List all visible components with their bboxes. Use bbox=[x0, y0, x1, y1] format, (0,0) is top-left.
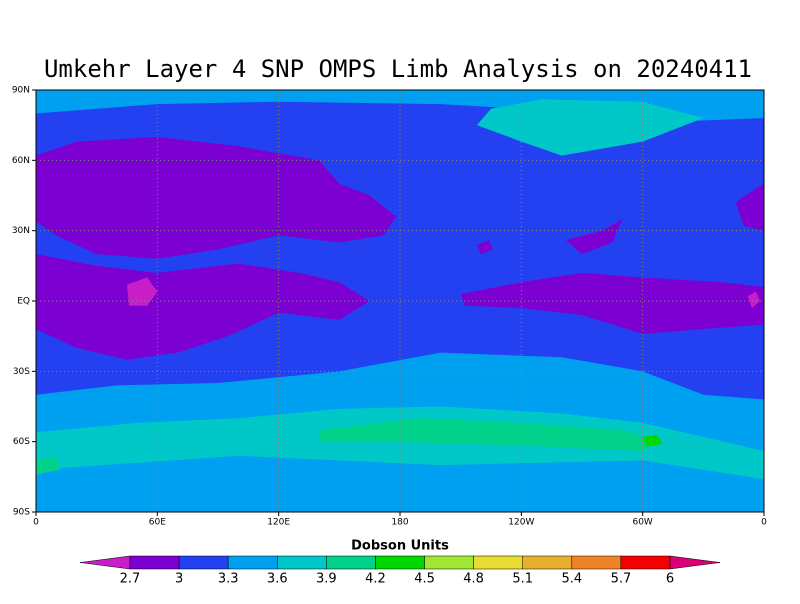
colorbar-high bbox=[669, 555, 721, 570]
colorbar-tick-label: 3.3 bbox=[218, 572, 239, 587]
contour-region bbox=[460, 272, 764, 334]
colorbar-tick-label: 6 bbox=[666, 572, 674, 587]
contour-region bbox=[476, 240, 494, 255]
contour-region bbox=[36, 455, 61, 475]
lat-tick-label: 30N bbox=[12, 226, 30, 236]
map-title: Umkehr Layer 4 SNP OMPS Limb Analysis on… bbox=[44, 55, 752, 83]
contour-region bbox=[476, 99, 704, 156]
contour-region bbox=[747, 291, 760, 309]
contour-region bbox=[642, 434, 663, 447]
contour-region bbox=[319, 418, 663, 452]
colorbar-box bbox=[571, 555, 622, 570]
lat-tick-label: 60S bbox=[13, 437, 30, 447]
colorbar-tick-label: 5.1 bbox=[512, 572, 533, 587]
colorbar-box bbox=[277, 555, 327, 570]
colorbar-tick-label: 3.6 bbox=[267, 572, 288, 587]
colorbar-box bbox=[178, 555, 229, 570]
lat-tick-label: 30S bbox=[13, 367, 30, 377]
colorbar-box bbox=[326, 555, 376, 570]
lat-tick-label: 60N bbox=[12, 156, 30, 166]
colorbar-box bbox=[522, 555, 573, 570]
lon-tick-label: 120W bbox=[508, 518, 534, 528]
contour-region bbox=[127, 277, 158, 306]
lon-tick-label: 180 bbox=[391, 518, 408, 528]
colorbar-tick-label: 3 bbox=[175, 572, 183, 587]
colorbar-tick-label: 5.7 bbox=[611, 572, 632, 587]
colorbar-box bbox=[620, 555, 671, 570]
colorbar-label: Dobson Units bbox=[351, 539, 449, 554]
lon-tick-label: 120E bbox=[267, 518, 290, 528]
colorbar-tick-label: 5.4 bbox=[561, 572, 582, 587]
contour-region bbox=[565, 218, 623, 255]
lat-tick-label: EQ bbox=[17, 297, 30, 307]
lat-tick-label: 90N bbox=[12, 86, 30, 96]
colorbar-box bbox=[375, 555, 425, 570]
colorbar-box bbox=[424, 555, 474, 570]
lon-tick-label: 0 bbox=[761, 518, 767, 528]
lon-tick-label: 0 bbox=[33, 518, 39, 528]
map-area bbox=[36, 90, 764, 512]
contour-region bbox=[36, 254, 370, 360]
colorbar-box bbox=[473, 555, 523, 570]
colorbar-tick-label: 4.2 bbox=[365, 572, 386, 587]
lon-tick-label: 60W bbox=[632, 518, 652, 528]
colorbar-tick-label: 4.8 bbox=[463, 572, 484, 587]
colorbar-low bbox=[79, 555, 131, 570]
colorbar-tick-label: 4.5 bbox=[414, 572, 435, 587]
colorbar-tick-label: 2.7 bbox=[120, 572, 141, 587]
lat-tick-label: 90S bbox=[13, 508, 30, 518]
colorbar-box bbox=[129, 555, 180, 570]
lon-tick-label: 60E bbox=[149, 518, 166, 528]
contour-region bbox=[36, 474, 764, 512]
contour-region bbox=[735, 183, 764, 231]
colorbar-box bbox=[227, 555, 278, 570]
contour-region bbox=[36, 136, 396, 259]
colorbar-tick-label: 3.9 bbox=[316, 572, 337, 587]
